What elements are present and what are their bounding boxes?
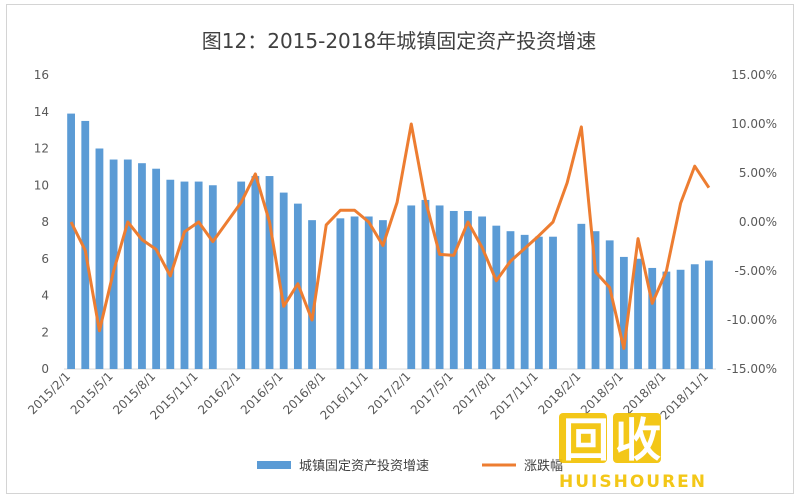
y-right-tick-label: -5.00%: [735, 264, 777, 278]
legend: 城镇固定资产投资增速 涨跌幅: [257, 458, 563, 474]
bar: [591, 231, 600, 369]
watermark: 回收人 HUISHOUREN: [559, 413, 719, 492]
bar: [407, 205, 416, 369]
y-left-tick-label: 6: [41, 252, 49, 266]
bar: [662, 271, 671, 369]
bar: [138, 163, 146, 369]
bar: [676, 269, 685, 369]
y-left-tick-label: 10: [34, 178, 49, 192]
y-right-tick-label: -10.00%: [727, 313, 777, 327]
y-right-tick-label: 10.00%: [731, 117, 777, 131]
bar-series: [67, 113, 713, 370]
y-left-tick-label: 0: [41, 362, 49, 376]
bar: [421, 199, 430, 369]
bar: [364, 216, 373, 369]
y-right-tick-label: 5.00%: [739, 166, 777, 180]
bar: [449, 210, 458, 369]
bar: [265, 176, 274, 369]
x-tick-label: 2016/2/1: [195, 369, 243, 417]
x-tick-label: 2018/2/1: [535, 369, 583, 417]
legend-swatch-bars: [257, 461, 291, 469]
chart-frame: 图12：2015-2018年城镇固定资产投资增速 0 2 4 6 8 10 12 14 16 -1…: [6, 4, 794, 494]
bar: [634, 258, 642, 369]
chart: 图12：2015-2018年城镇固定资产投资增速 0 2 4 6 8 10 12 14 16 -1…: [25, 29, 777, 492]
y-right-tick-label: 0.00%: [739, 215, 777, 229]
y-left-tick-label: 12: [34, 142, 49, 156]
bar: [109, 159, 118, 369]
bar: [279, 192, 288, 369]
bar: [520, 234, 529, 369]
x-tick-label: 2017/2/1: [365, 369, 413, 417]
bar: [123, 159, 132, 369]
bar: [180, 181, 189, 369]
bar: [605, 240, 614, 370]
x-tick-label: 2017/5/1: [408, 369, 456, 417]
bar: [379, 220, 387, 369]
bar: [237, 181, 246, 369]
watermark-text: 回收人: [563, 413, 719, 467]
x-tick-label: 2016/5/1: [238, 369, 286, 417]
watermark-box-1: [559, 413, 607, 463]
bar: [308, 220, 316, 369]
watermark-box-2: [613, 413, 661, 463]
bar: [435, 205, 444, 369]
bar: [67, 113, 75, 369]
y-left-tick-label: 14: [34, 105, 49, 119]
y-left-tick-label: 2: [41, 325, 49, 339]
x-tick-label: 2018/5/1: [578, 369, 626, 417]
y-right-tick-label: 15.00%: [731, 68, 777, 82]
bar: [336, 218, 345, 369]
bar: [492, 225, 501, 369]
legend-label-bars: 城镇固定资产投资增速: [299, 458, 429, 474]
axes: 0 2 4 6 8 10 12 14 16 -15.00% -10.00% -5.00% 0.00% 5.…: [34, 68, 777, 376]
bar: [619, 256, 628, 369]
bar: [251, 176, 260, 369]
y-left-tick-label: 16: [34, 68, 49, 82]
series-line: [69, 122, 711, 350]
chart-title: 图12：2015-2018年城镇固定资产投资增速: [202, 29, 596, 53]
y-right-tick-label: -15.00%: [727, 362, 777, 376]
legend-label-line: 涨跌幅: [524, 458, 563, 474]
bar: [350, 216, 359, 369]
bar: [194, 181, 203, 369]
watermark-subtext: HUISHOUREN: [559, 472, 707, 492]
bar: [95, 148, 104, 369]
bar: [534, 236, 543, 369]
line-series: [69, 122, 711, 350]
y-left-tick-label: 8: [41, 215, 49, 229]
x-tick-label: 2015/2/1: [25, 369, 73, 417]
bar: [577, 223, 586, 369]
bar: [648, 267, 657, 369]
bar: [478, 216, 487, 369]
bar: [208, 185, 217, 369]
bar: [549, 236, 557, 369]
bar: [506, 231, 515, 369]
bar: [81, 120, 90, 369]
bar: [464, 210, 472, 369]
y-left-tick-label: 4: [41, 289, 49, 303]
bar: [152, 168, 161, 369]
bar: [690, 264, 699, 369]
bar: [705, 260, 713, 369]
x-tick-label: 2015/5/1: [68, 369, 116, 417]
